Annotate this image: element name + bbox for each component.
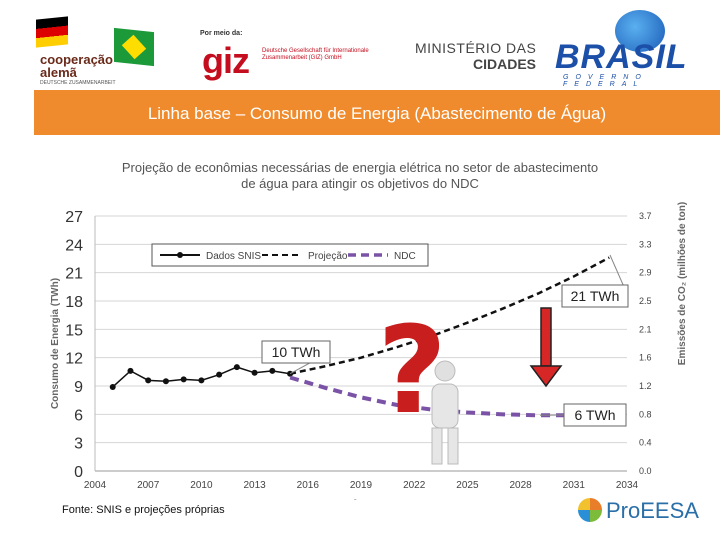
x-tick-label: 2019	[350, 480, 373, 491]
y2-tick-label: 2.9	[639, 268, 652, 278]
governo-federal-logo: BRASIL GOVERNO FEDERAL	[555, 8, 717, 88]
y-tick-label: 21	[65, 266, 83, 283]
cooperacao-alema-logo: cooperação alemã DEUTSCHE ZUSAMMENARBEIT	[30, 12, 155, 86]
annotation-label: 21 TWh	[571, 288, 620, 304]
y-tick-label: 3	[74, 436, 83, 453]
y2-tick-label: 0.4	[639, 438, 652, 448]
cooperacao-text: cooperação	[40, 52, 113, 67]
annotation-label: 10 TWh	[272, 344, 321, 360]
legend-box	[151, 243, 429, 267]
giz-subtitle: Deutsche Gesellschaft für Internationale…	[262, 48, 369, 61]
x-tick-label: 2007	[137, 480, 160, 491]
x-tick-label: 2013	[243, 480, 266, 491]
data-point	[109, 383, 116, 390]
brazil-flag-icon	[114, 27, 154, 67]
y2-tick-label: 1.2	[639, 381, 652, 391]
thinking-person-icon	[434, 360, 456, 382]
data-point	[127, 367, 134, 374]
giz-logo: Por meio da: giz Deutsche Gesellschaft f…	[200, 30, 380, 86]
ministerio-text: MINISTÉRIO DAS	[415, 40, 537, 56]
data-point	[162, 378, 169, 385]
y2-tick-label: 2.5	[639, 296, 652, 306]
x-tick-label: 2022	[403, 480, 426, 491]
x-tick-label: 2004	[84, 480, 107, 491]
y-axis-label: Consumo de Energia (TWh)	[50, 278, 61, 409]
reduction-arrow-shaft	[540, 307, 552, 367]
x-tick-label: 2025	[456, 480, 479, 491]
data-point	[233, 364, 240, 371]
x-tick-label: 2031	[563, 480, 586, 491]
energy-projection-chart: Projeção de econômias necessárias de ene…	[50, 160, 688, 500]
logo-bar: cooperação alemã DEUTSCHE ZUSAMMENARBEIT…	[0, 0, 720, 88]
ministerio-cidades-logo: MINISTÉRIO DAS CIDADES	[415, 40, 540, 72]
y2-tick-label: 0.0	[639, 466, 652, 476]
series-line-ndc	[289, 375, 574, 418]
giz-wordmark: giz	[202, 40, 250, 81]
source-note: Fonte: SNIS e projeções próprias	[62, 504, 225, 516]
y-tick-label: 6	[74, 407, 83, 424]
y-tick-label: 0	[74, 464, 83, 481]
data-point	[145, 377, 152, 384]
y-tick-label: 12	[65, 351, 83, 368]
series-line-projeção	[289, 256, 610, 375]
x-axis-label: Ano	[351, 498, 373, 500]
y-tick-label: 9	[74, 379, 83, 396]
proeesa-mark-icon	[578, 498, 602, 522]
governo-federal-text: GOVERNO FEDERAL	[563, 74, 648, 88]
cidades-text: CIDADES	[472, 56, 536, 72]
x-tick-label: 2034	[616, 480, 639, 491]
y2-axis-label: Emissões de CO₂ (milhões de ton)	[677, 202, 688, 365]
x-tick-label: 2028	[509, 480, 532, 491]
data-point	[269, 367, 276, 374]
data-point	[216, 371, 223, 378]
data-point	[198, 377, 205, 384]
data-point	[180, 376, 187, 383]
thinking-person-leg	[431, 427, 443, 465]
y2-tick-label: 3.3	[639, 239, 652, 249]
chart-title-line2: de água para atingir os objetivos do NDC	[241, 176, 479, 191]
x-tick-label: 2010	[190, 480, 213, 491]
legend-label: Projeção	[308, 251, 348, 262]
title-banner: Linha base – Consumo de Energia (Abastec…	[34, 90, 720, 135]
annotation-box	[563, 403, 627, 427]
y-tick-label: 15	[65, 322, 83, 339]
alema-text: alemã	[40, 65, 77, 80]
annotation-box	[561, 284, 629, 308]
proeesa-wordmark: ProEESA	[606, 498, 699, 523]
y-tick-label: 24	[65, 237, 83, 254]
thinking-person-leg	[447, 427, 459, 465]
y2-tick-label: 1.6	[639, 353, 652, 363]
legend-label: Dados SNIS	[206, 251, 261, 262]
brasil-wordmark: BRASIL	[555, 38, 688, 76]
slide-title: Linha base – Consumo de Energia (Abastec…	[147, 104, 607, 123]
proeesa-logo: ProEESA	[578, 496, 699, 526]
annotation-label: 6 TWh	[575, 407, 616, 423]
por-meio-da-text: Por meio da:	[200, 30, 243, 37]
y-tick-label: 18	[65, 294, 83, 311]
legend-label: NDC	[394, 251, 416, 262]
globe-icon	[615, 10, 665, 52]
annotation-box	[261, 340, 331, 364]
x-tick-label: 2016	[297, 480, 320, 491]
thinking-person-body	[431, 383, 459, 429]
deutsche-zusammenarbeit-text: DEUTSCHE ZUSAMMENARBEIT	[40, 80, 116, 86]
reduction-arrow-head	[529, 365, 563, 388]
y-tick-label: 27	[65, 209, 83, 226]
series-line-dados-snis	[112, 366, 291, 388]
data-point	[251, 369, 258, 376]
y2-tick-label: 3.7	[639, 211, 652, 221]
chart-title-line1: Projeção de econômias necessárias de ene…	[122, 160, 598, 175]
germany-flag-icon	[36, 16, 68, 48]
y2-tick-label: 2.1	[639, 324, 652, 334]
legend-marker	[177, 252, 183, 258]
y2-tick-label: 0.8	[639, 409, 652, 419]
